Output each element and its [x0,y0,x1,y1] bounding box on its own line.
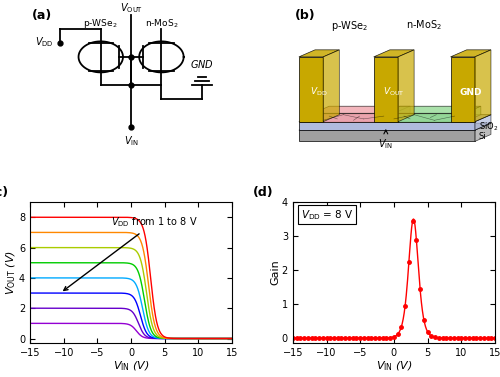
Text: $GND$: $GND$ [190,58,214,70]
Text: (c): (c) [0,186,8,199]
Text: $V_{\mathrm{IN}}$: $V_{\mathrm{IN}}$ [124,135,138,148]
X-axis label: $V_{\mathrm{IN}}$ (V): $V_{\mathrm{IN}}$ (V) [112,359,150,373]
Polygon shape [299,123,491,130]
Text: $V_{\mathrm{DD}}$: $V_{\mathrm{DD}}$ [35,35,54,49]
Text: p-WSe$_2$: p-WSe$_2$ [331,19,368,33]
Polygon shape [313,106,410,113]
Polygon shape [475,123,491,141]
Polygon shape [384,106,481,113]
Text: $V_{\mathrm{IN}}$: $V_{\mathrm{IN}}$ [378,130,394,151]
Polygon shape [464,106,481,122]
Text: SiO$_2$: SiO$_2$ [479,120,498,133]
Text: $V_\mathrm{DD}$: $V_\mathrm{DD}$ [310,86,328,98]
Y-axis label: $V_{\mathrm{OUT}}$ (V): $V_{\mathrm{OUT}}$ (V) [4,250,18,295]
Polygon shape [374,50,414,57]
Polygon shape [475,115,491,130]
Polygon shape [299,130,475,141]
Polygon shape [450,57,475,122]
Text: Si: Si [479,132,486,141]
Text: $V_{\mathrm{DD}}$ = 8 V: $V_{\mathrm{DD}}$ = 8 V [301,208,354,222]
Polygon shape [299,122,475,130]
Polygon shape [398,50,414,122]
Text: n-MoS$_2$: n-MoS$_2$ [406,19,442,32]
Polygon shape [475,50,491,122]
Polygon shape [299,50,340,57]
Polygon shape [450,50,491,57]
Text: p-WSe$_2$: p-WSe$_2$ [84,17,118,31]
Polygon shape [394,106,410,122]
Text: $V_{\mathrm{DD}}$ from 1 to 8 V: $V_{\mathrm{DD}}$ from 1 to 8 V [64,216,198,290]
Text: $V_\mathrm{OUT}$: $V_\mathrm{OUT}$ [383,86,404,98]
Text: n-MoS$_2$: n-MoS$_2$ [144,17,178,30]
Y-axis label: Gain: Gain [270,260,280,285]
Text: GND: GND [460,87,482,97]
Text: (d): (d) [252,186,273,199]
Polygon shape [374,57,398,122]
Polygon shape [313,113,394,122]
Polygon shape [299,115,491,122]
Text: (b): (b) [295,9,316,22]
Text: (a): (a) [32,9,52,22]
Polygon shape [299,57,323,122]
Polygon shape [384,113,464,122]
Text: $V_{\mathrm{OUT}}$: $V_{\mathrm{OUT}}$ [120,1,142,15]
X-axis label: $V_{\mathrm{IN}}$ (V): $V_{\mathrm{IN}}$ (V) [376,359,412,373]
Polygon shape [323,50,340,122]
